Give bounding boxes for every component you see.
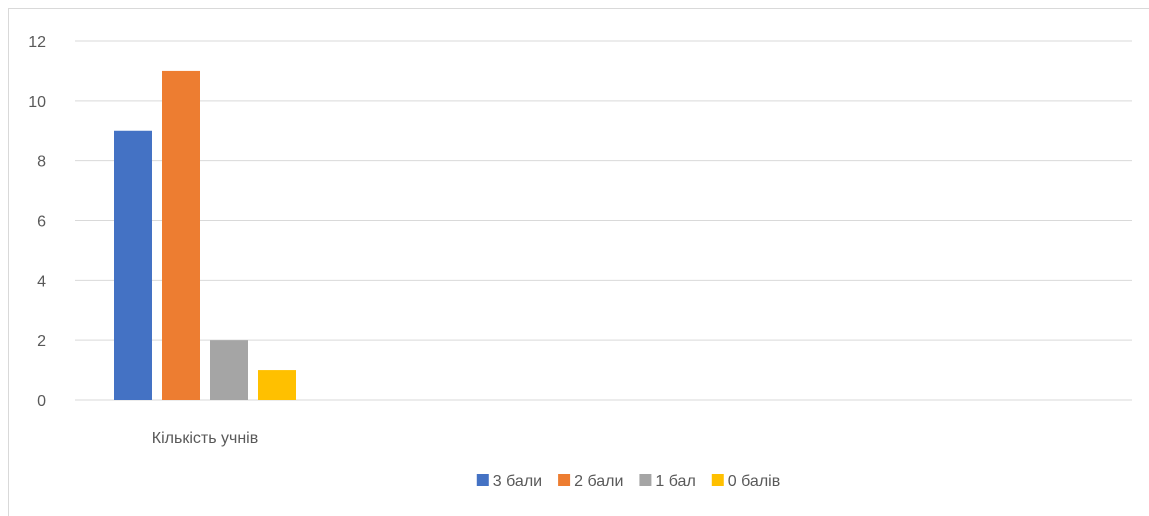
legend-swatch-4 <box>711 474 724 486</box>
y-tick-label: 2 <box>37 333 46 350</box>
y-tick-label: 0 <box>37 393 46 410</box>
y-tick-label: 8 <box>37 154 46 171</box>
legend: 3 бали 2 бали 1 бал 0 балів <box>476 473 780 490</box>
bar-3 <box>210 340 248 400</box>
bar-2 <box>162 70 200 401</box>
legend-label-3: 1 бал <box>655 473 695 490</box>
y-tick-label: 6 <box>37 214 46 231</box>
bar-4 <box>258 370 296 400</box>
y-tick-label: 12 <box>28 34 46 51</box>
legend-swatch-3 <box>639 474 652 486</box>
x-tick-label: Кількість учнів <box>152 430 258 447</box>
legend-label-4: 0 балів <box>728 473 780 490</box>
x-axis-tick-labels: Кількість учнів <box>152 430 258 447</box>
legend-swatch-2 <box>558 474 571 486</box>
y-axis-tick-labels: 0 2 4 6 8 10 12 <box>28 34 46 410</box>
y-tick-label: 10 <box>28 94 46 111</box>
bars <box>114 70 296 401</box>
legend-label-1: 3 бали <box>493 473 542 490</box>
legend-label-2: 2 бали <box>574 473 623 490</box>
gridlines <box>75 40 1132 401</box>
y-tick-label: 4 <box>37 273 46 290</box>
legend-swatch-1 <box>476 474 489 486</box>
bar-1 <box>114 130 152 400</box>
